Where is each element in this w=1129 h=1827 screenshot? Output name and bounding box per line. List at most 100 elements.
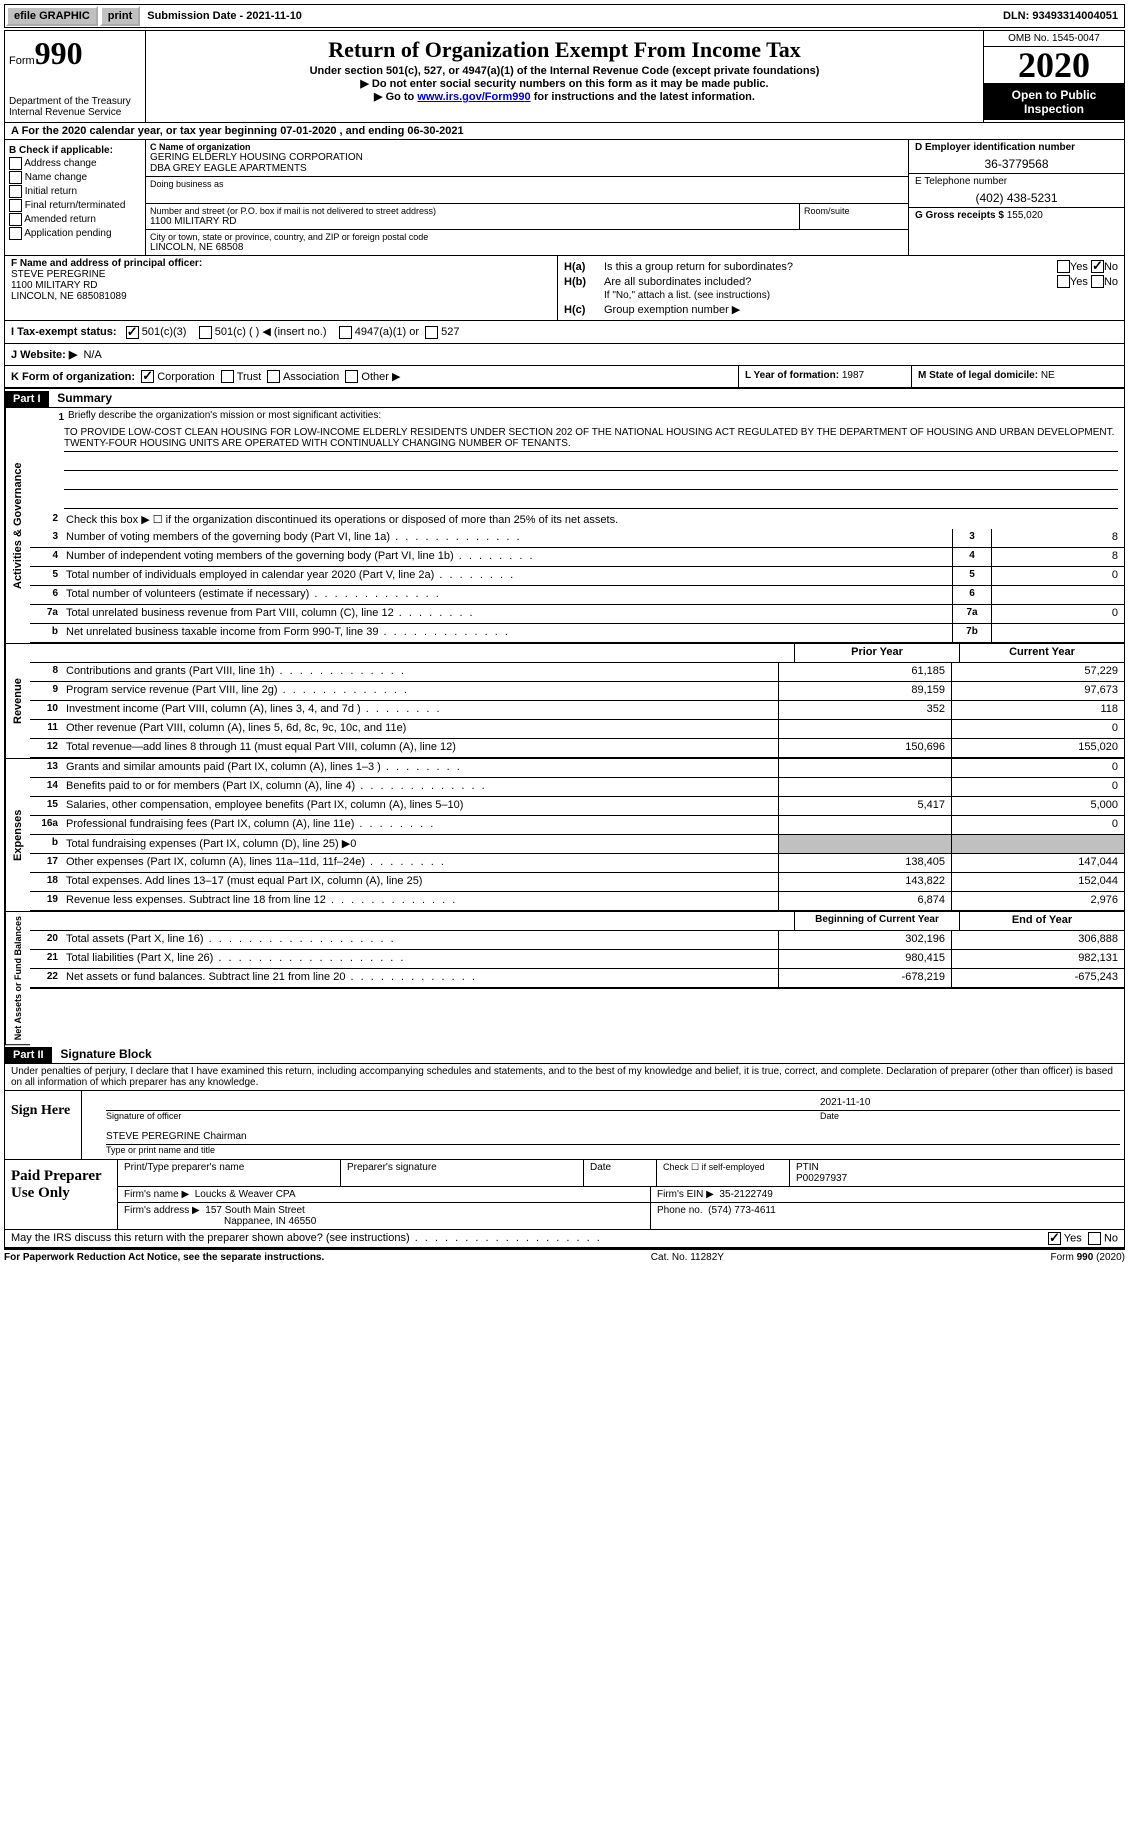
yes-label-2: Yes	[1070, 276, 1088, 288]
opt-501c3: 501(c)(3)	[142, 326, 187, 338]
begin-year-header: Beginning of Current Year	[794, 912, 959, 930]
discuss-yes-label: Yes	[1064, 1233, 1082, 1245]
checkbox-final[interactable]	[9, 199, 22, 212]
info-grid: B Check if applicable: Address change Na…	[5, 140, 1124, 256]
checkbox-name[interactable]	[9, 171, 22, 184]
discuss-row: May the IRS discuss this return with the…	[5, 1230, 1124, 1249]
line-14-prior	[778, 778, 951, 796]
org-name-label: C Name of organization	[150, 142, 904, 152]
side-governance: Activities & Governance	[5, 408, 30, 644]
discuss-yes[interactable]: ✓	[1048, 1232, 1061, 1245]
cb-4947[interactable]	[339, 326, 352, 339]
box-b-title: B Check if applicable:	[9, 145, 141, 156]
line-13-desc: Grants and similar amounts paid (Part IX…	[62, 759, 778, 777]
line-3-num: 3	[952, 529, 991, 547]
part-2-badge: Part II	[5, 1047, 52, 1063]
firm-addr-label: Firm's address ▶	[124, 1205, 200, 1216]
checkbox-pending[interactable]	[9, 227, 22, 240]
cb-other[interactable]	[345, 370, 358, 383]
perjury-statement: Under penalties of perjury, I declare th…	[5, 1064, 1124, 1091]
ein-value: 36-3779568	[909, 155, 1124, 174]
no-label: No	[1104, 261, 1118, 273]
line-7b-val	[991, 624, 1124, 642]
line-8-prior: 61,185	[778, 663, 951, 681]
opt-address: Address change	[24, 158, 96, 169]
line-12-prior: 150,696	[778, 739, 951, 757]
opt-501c: 501(c) ( ) ◀ (insert no.)	[215, 326, 327, 338]
checkbox-amended[interactable]	[9, 213, 22, 226]
cb-527[interactable]	[425, 326, 438, 339]
line-22-current: -675,243	[951, 969, 1124, 987]
firm-phone-label: Phone no.	[657, 1205, 703, 1216]
line-20-prior: 302,196	[778, 931, 951, 949]
cb-assoc[interactable]	[267, 370, 280, 383]
box-f: F Name and address of principal officer:…	[5, 256, 558, 320]
opt-initial: Initial return	[25, 186, 77, 197]
org-name-2: DBA GREY EAGLE APARTMENTS	[150, 163, 904, 174]
tax-year: 2020	[984, 47, 1124, 84]
gross-receipts: G Gross receipts $ 155,020	[909, 208, 1124, 223]
cb-trust[interactable]	[221, 370, 234, 383]
line-7a-desc: Total unrelated business revenue from Pa…	[62, 605, 952, 623]
subtitle-1: Under section 501(c), 527, or 4947(a)(1)…	[150, 65, 979, 77]
cb-501c3[interactable]: ✓	[126, 326, 139, 339]
firm-phone: (574) 773-4611	[708, 1205, 776, 1216]
irs-link[interactable]: www.irs.gov/Form990	[417, 91, 530, 103]
line-10-current: 118	[951, 701, 1124, 719]
right-info: D Employer identification number 36-3779…	[908, 140, 1124, 255]
ha-yes[interactable]	[1057, 260, 1070, 273]
irs-label: Internal Revenue Service	[9, 107, 141, 118]
paperwork-notice: For Paperwork Reduction Act Notice, see …	[4, 1252, 324, 1263]
tax-status-label: I Tax-exempt status:	[11, 326, 117, 338]
line-3-desc: Number of voting members of the governin…	[62, 529, 952, 547]
discuss-no[interactable]	[1088, 1232, 1101, 1245]
ha-no[interactable]: ✓	[1091, 260, 1104, 273]
line-17-current: 147,044	[951, 854, 1124, 872]
hb-yes[interactable]	[1057, 275, 1070, 288]
box-l: L Year of formation: 1987	[739, 366, 912, 388]
firm-ein-label: Firm's EIN ▶	[657, 1189, 714, 1200]
hb-no[interactable]	[1091, 275, 1104, 288]
line-21-desc: Total liabilities (Part X, line 26)	[62, 950, 778, 968]
part-1-title: Summary	[51, 389, 118, 407]
expenses-section: Expenses 13 Grants and similar amounts p…	[5, 759, 1124, 912]
open-public-badge: Open to Public Inspection	[984, 84, 1124, 120]
firm-addr1: 157 South Main Street	[205, 1205, 305, 1216]
cb-corp[interactable]: ✓	[141, 370, 154, 383]
line-21-current: 982,131	[951, 950, 1124, 968]
line-21-prior: 980,415	[778, 950, 951, 968]
line-3-val: 8	[991, 529, 1124, 547]
officer-h-row: F Name and address of principal officer:…	[5, 256, 1124, 321]
line-11-prior	[778, 720, 951, 738]
line-9-current: 97,673	[951, 682, 1124, 700]
cb-501c[interactable]	[199, 326, 212, 339]
checkbox-initial[interactable]	[9, 185, 22, 198]
line-15-current: 5,000	[951, 797, 1124, 815]
line-7a-num: 7a	[952, 605, 991, 623]
ha-label: Is this a group return for subordinates?	[604, 261, 1057, 273]
opt-corp: Corporation	[157, 371, 214, 383]
mission-text: TO PROVIDE LOW-COST CLEAN HOUSING FOR LO…	[64, 425, 1118, 452]
line-10-prior: 352	[778, 701, 951, 719]
efile-button[interactable]: efile GRAPHIC	[6, 6, 98, 26]
ptin-label: PTIN	[796, 1162, 1118, 1173]
line-17-prior: 138,405	[778, 854, 951, 872]
revenue-section: Revenue Prior Year Current Year 8 Contri…	[5, 644, 1124, 759]
line-4-val: 8	[991, 548, 1124, 566]
line-12-desc: Total revenue—add lines 8 through 11 (mu…	[62, 739, 778, 757]
subtitle-2: ▶ Do not enter social security numbers o…	[150, 77, 979, 90]
yes-label: Yes	[1070, 261, 1088, 273]
line-16b-prior	[778, 835, 951, 853]
line-6-num: 6	[952, 586, 991, 604]
preparer-title: Paid Preparer Use Only	[5, 1160, 118, 1229]
org-name-1: GERING ELDERLY HOUSING CORPORATION	[150, 152, 904, 163]
hb-label: Are all subordinates included?	[604, 276, 1057, 288]
checkbox-address[interactable]	[9, 157, 22, 170]
page-footer: For Paperwork Reduction Act Notice, see …	[4, 1250, 1125, 1265]
line-19-prior: 6,874	[778, 892, 951, 910]
addr-label: Number and street (or P.O. box if mail i…	[150, 206, 795, 216]
klm-row: K Form of organization: ✓ Corporation Tr…	[5, 366, 1124, 390]
firm-name: Loucks & Weaver CPA	[195, 1189, 296, 1200]
print-button[interactable]: print	[100, 6, 140, 26]
line-22-prior: -678,219	[778, 969, 951, 987]
